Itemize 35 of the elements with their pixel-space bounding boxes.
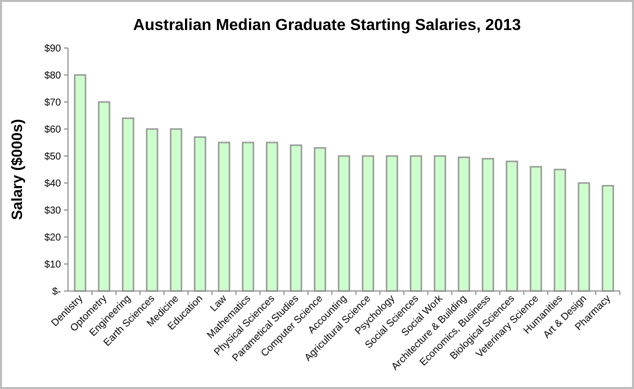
y-tick-label: $- [52, 286, 61, 298]
y-tick-label: $90 [44, 44, 62, 54]
bar [122, 117, 134, 292]
y-tick-label: $10 [44, 260, 62, 270]
bar [98, 101, 110, 292]
y-tick-label: $40 [44, 178, 62, 190]
bar [506, 160, 518, 292]
bar [410, 155, 422, 292]
y-tick-label: $20 [44, 232, 62, 244]
y-tick-label: $60 [44, 124, 62, 136]
bar [458, 156, 470, 292]
bar [266, 142, 278, 292]
bar [554, 168, 566, 292]
bar [74, 74, 86, 292]
bar [314, 147, 326, 292]
y-tick-label: $80 [44, 70, 62, 82]
y-tick-label: $30 [44, 206, 62, 216]
bar [386, 155, 398, 292]
bar [434, 155, 446, 292]
y-tick-label: $70 [44, 98, 62, 108]
bar [602, 184, 614, 292]
y-axis-title: Salary ($000s) [9, 119, 26, 220]
bar [362, 155, 374, 292]
bar [482, 158, 494, 292]
y-tick-label: $50 [44, 152, 62, 162]
bar [338, 155, 350, 292]
bar [218, 142, 230, 292]
bar [170, 128, 182, 292]
bar [194, 136, 206, 292]
bar [578, 182, 590, 292]
bar [290, 144, 302, 292]
bar [530, 166, 542, 292]
chart-title: Australian Median Graduate Starting Salaries, 2013 [133, 17, 521, 34]
bar [146, 128, 158, 292]
bar [242, 142, 254, 292]
